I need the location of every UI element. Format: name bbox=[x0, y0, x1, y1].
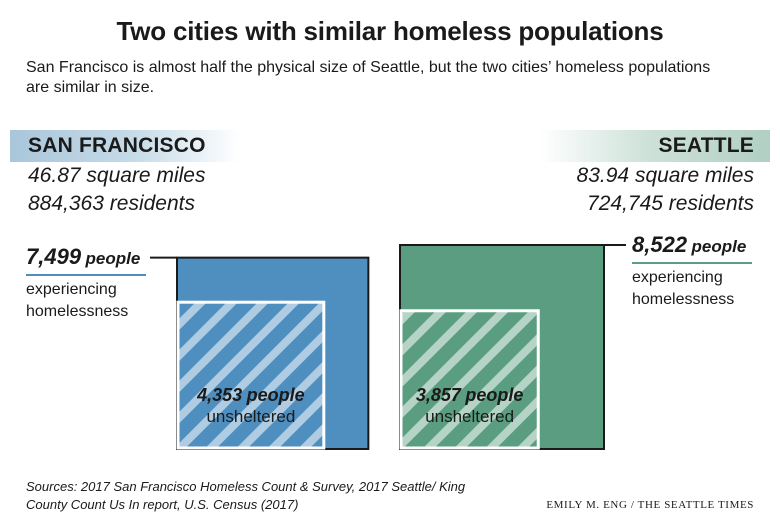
sf-total-label: 7,499 people experiencing homelessness bbox=[26, 244, 146, 323]
seattle-area-unit: square miles bbox=[634, 164, 754, 187]
credit-line: EMILY M. ENG / THE SEATTLE TIMES bbox=[546, 499, 754, 511]
sf-total-unit: people bbox=[85, 249, 141, 268]
seattle-unsheltered-value: 3,857 bbox=[415, 385, 461, 405]
source-note: Sources: 2017 San Francisco Homeless Cou… bbox=[26, 479, 466, 512]
sf-city-name: SAN FRANCISCO bbox=[28, 134, 206, 157]
sf-unsheltered-desc: unsheltered bbox=[206, 407, 296, 426]
seattle-total-label: 8,522 people experiencing homelessness bbox=[632, 232, 752, 311]
sf-residents-line: 884,363 residents bbox=[28, 190, 205, 218]
seattle-city-name: SEATTLE bbox=[658, 134, 754, 157]
seattle-unsheltered-unit: people bbox=[465, 385, 524, 405]
seattle-residents-unit: residents bbox=[668, 192, 754, 215]
seattle-total-unit: people bbox=[691, 237, 747, 256]
chart-subtitle: San Francisco is almost half the physica… bbox=[26, 59, 711, 96]
seattle-stats: 83.94 square miles 724,745 residents bbox=[577, 162, 754, 218]
sf-total-desc-line-1: experiencing bbox=[26, 281, 117, 298]
seattle-residents-line: 724,745 residents bbox=[577, 190, 754, 218]
sf-unsheltered-unit: people bbox=[246, 385, 305, 405]
seattle-header-band bbox=[540, 130, 770, 162]
sf-unsheltered-value: 4,353 bbox=[197, 385, 243, 405]
seattle-unsheltered-desc: unsheltered bbox=[425, 407, 515, 426]
seattle-total-value: 8,522 bbox=[632, 232, 688, 257]
sf-residents-unit: residents bbox=[109, 192, 195, 215]
sf-header-band bbox=[10, 130, 240, 162]
sf-total-line: 7,499 people bbox=[26, 244, 146, 270]
sf-unsheltered-square bbox=[176, 300, 326, 450]
chart-title: Two cities with similar homeless populat… bbox=[116, 16, 664, 46]
sf-residents-value: 884,363 bbox=[28, 192, 104, 215]
seattle-unsheltered-square bbox=[399, 309, 540, 450]
seattle-total-underline bbox=[632, 262, 752, 264]
sf-total-value: 7,499 bbox=[26, 244, 82, 269]
sf-stats: 46.87 square miles 884,363 residents bbox=[28, 162, 205, 218]
sf-total-underline bbox=[26, 274, 146, 276]
seattle-area-value: 83.94 bbox=[576, 164, 630, 187]
seattle-area-line: 83.94 square miles bbox=[577, 162, 754, 190]
sf-area-value: 46.87 bbox=[28, 164, 81, 187]
sf-area-line: 46.87 square miles bbox=[28, 162, 205, 190]
seattle-total-line: 8,522 people bbox=[632, 232, 752, 258]
seattle-total-desc: experiencing homelessness bbox=[632, 267, 752, 311]
seattle-unsheltered-label: 3,857 people unsheltered bbox=[400, 385, 540, 428]
seattle-total-desc-line-2: homelessness bbox=[632, 291, 735, 308]
sf-unsheltered-label: 4,353 people unsheltered bbox=[181, 385, 321, 428]
seattle-total-desc-line-1: experiencing bbox=[632, 269, 723, 286]
sf-area-unit: square miles bbox=[86, 164, 206, 187]
sf-total-desc-line-2: homelessness bbox=[26, 303, 129, 320]
seattle-residents-value: 724,745 bbox=[587, 192, 663, 215]
sf-total-desc: experiencing homelessness bbox=[26, 279, 146, 323]
